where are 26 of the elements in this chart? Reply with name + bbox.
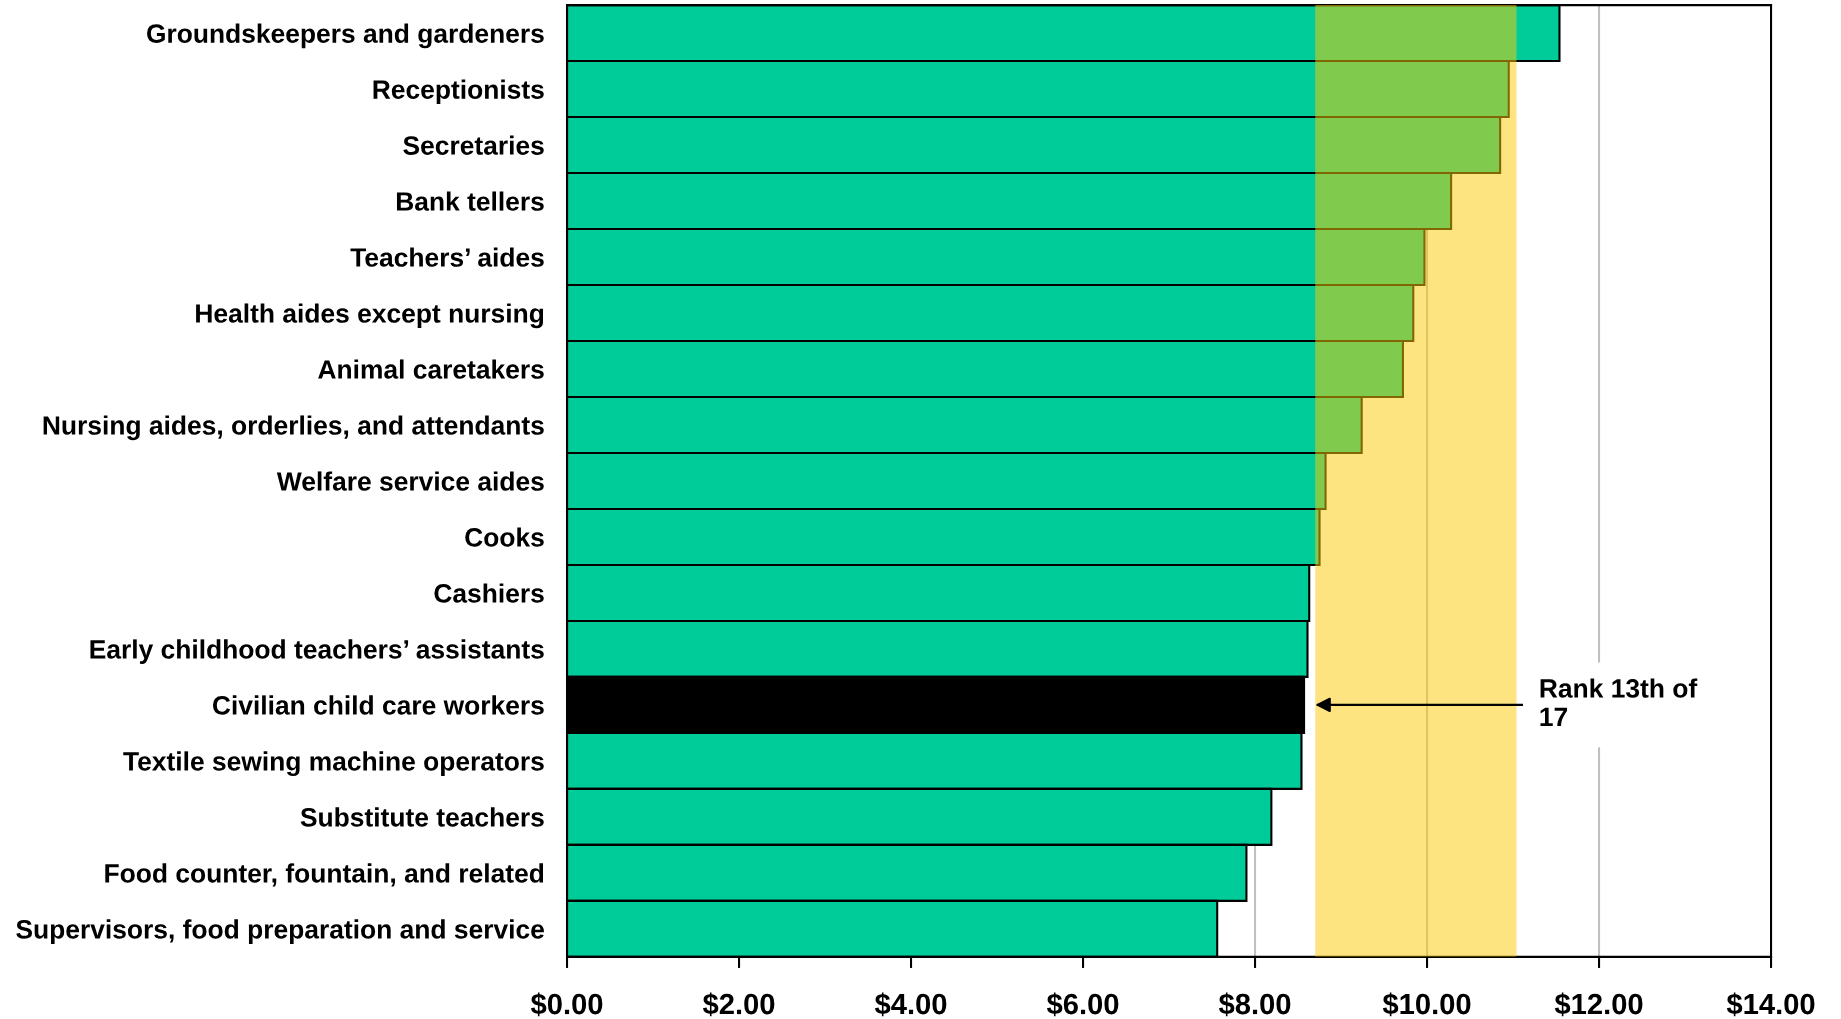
x-tick-label: $10.00 bbox=[1382, 992, 1471, 1017]
annotation: Rank 13th of 17 bbox=[1540, 678, 1698, 726]
y-tick-label: Early childhood teachers’ assistants bbox=[90, 639, 544, 664]
y-tick-label: Teachers’ aides bbox=[350, 247, 544, 267]
y-tick-label: Health aides except nursing bbox=[196, 303, 544, 329]
y-tick-label: Food counter, fountain, and related bbox=[105, 863, 544, 887]
y-tick-label: Nursing aides, orderlies, and attendants bbox=[43, 415, 544, 441]
x-tick-label: $2.00 bbox=[702, 992, 775, 1017]
y-tick-label: Substitute teachers bbox=[300, 807, 544, 827]
y-tick-label: Cooks bbox=[465, 527, 544, 547]
y-tick-label: Welfare service aides bbox=[276, 471, 544, 491]
y-tick-label: Animal caretakers bbox=[318, 359, 544, 379]
y-tick-label: Textile sewing machine operators bbox=[123, 751, 544, 777]
y-tick-label: Civilian child care workers bbox=[212, 695, 544, 715]
x-tick-label: $0.00 bbox=[530, 992, 603, 1017]
x-tick-label: $8.00 bbox=[1218, 992, 1291, 1017]
x-tick-label: $12.00 bbox=[1554, 992, 1643, 1017]
y-tick-label: Supervisors, food preparation and service bbox=[16, 919, 544, 944]
y-tick-label: Bank tellers bbox=[396, 191, 544, 211]
y-tick-label: Receptionists bbox=[373, 79, 544, 105]
x-tick-label: $6.00 bbox=[1046, 992, 1119, 1017]
x-tick-label: $4.00 bbox=[874, 992, 947, 1017]
y-tick-label: Groundskeepers and gardeners bbox=[147, 23, 544, 49]
y-tick-label: Cashiers bbox=[434, 583, 544, 603]
y-tick-label: Secretaries bbox=[403, 135, 544, 155]
x-tick-label: $14.00 bbox=[1726, 992, 1815, 1017]
